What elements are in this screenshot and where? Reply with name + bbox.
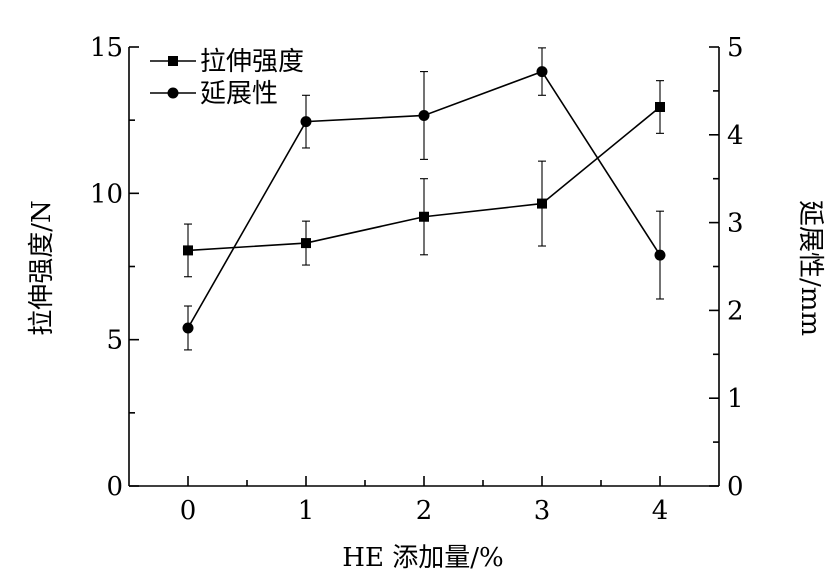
data-point-circle (654, 249, 666, 261)
y-axis-title-right: 延展性/mm (795, 200, 825, 336)
y-tick-label-right: 2 (727, 296, 744, 326)
data-point-square (537, 198, 547, 209)
x-tick-label: 2 (416, 496, 433, 526)
y-tick-label-right: 4 (727, 121, 744, 151)
legend-item-ductility: 延展性 (150, 79, 278, 109)
y-axis-title-left: 拉伸强度/N (27, 200, 57, 336)
x-tick-label: 1 (298, 496, 315, 526)
x-tick-label: 3 (534, 496, 551, 526)
data-point-circle (182, 322, 194, 334)
y-tick-label-right: 1 (727, 384, 744, 414)
data-point-square (419, 211, 429, 222)
y-tick-label-right: 5 (727, 33, 744, 63)
y-tick-label-left: 10 (90, 179, 123, 209)
data-point-circle (536, 66, 548, 78)
legend-item-tensile-strength: 拉伸强度 (150, 47, 304, 77)
y-tick-label-right: 0 (727, 472, 744, 502)
legend-label-tensile-strength: 拉伸强度 (200, 47, 304, 77)
y-tick-label-right: 3 (727, 209, 744, 239)
legend: 拉伸强度 延展性 (150, 47, 304, 109)
y-tick-label-left: 5 (106, 326, 123, 356)
y-tick-label-left: 0 (106, 472, 123, 502)
data-point-circle (300, 116, 312, 128)
x-axis-title: HE 添加量/% (342, 543, 503, 573)
data-point-square (183, 245, 193, 256)
data-point-circle (418, 109, 430, 121)
y-tick-label-left: 15 (90, 33, 123, 63)
legend-label-ductility: 延展性 (200, 79, 278, 109)
plot-area: 0 1 2 3 4 0 5 10 15 0 1 2 3 4 5 (90, 33, 744, 526)
data-point-square (301, 238, 311, 249)
x-tick-label: 4 (652, 496, 669, 526)
data-point-square (655, 101, 665, 112)
legend-square-marker (168, 56, 178, 66)
x-tick-label: 0 (180, 496, 197, 526)
legend-circle-marker (167, 87, 179, 99)
